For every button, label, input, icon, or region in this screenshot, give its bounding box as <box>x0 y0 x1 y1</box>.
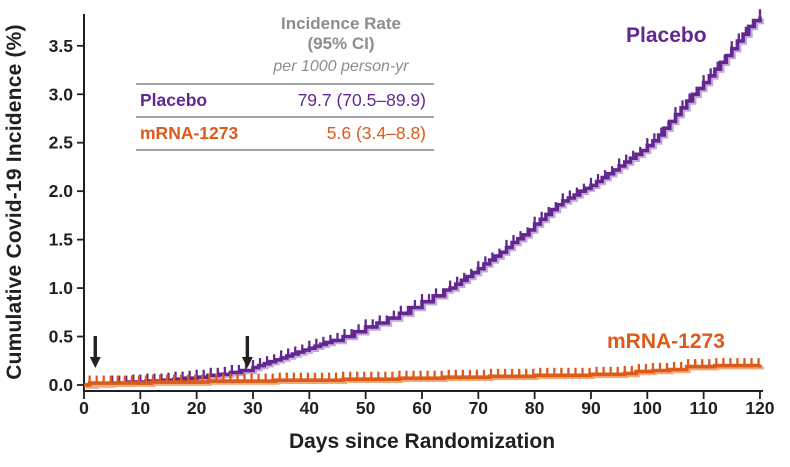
y-tick-label: 1.0 <box>49 278 74 298</box>
x-tick-label: 30 <box>243 398 263 418</box>
y-tick-label: 0.5 <box>49 327 74 347</box>
table-row-mrna-1273: mRNA-1273 5.6 (3.4–8.8) <box>136 118 434 149</box>
x-tick-label: 10 <box>131 398 151 418</box>
x-tick-label: 40 <box>300 398 320 418</box>
x-tick-label: 70 <box>469 398 489 418</box>
table-rule <box>136 149 434 151</box>
x-tick-label: 120 <box>745 398 774 418</box>
placebo-curve <box>84 16 762 387</box>
placebo-series <box>84 9 765 389</box>
dose-arrow-day-29 <box>241 336 253 368</box>
x-axis-ticks: 0 10 20 30 40 50 60 70 80 90 100 110 120 <box>79 391 775 418</box>
x-tick-label: 90 <box>581 398 601 418</box>
y-tick-label: 2.0 <box>49 181 74 201</box>
x-tick-label: 60 <box>412 398 432 418</box>
y-tick-label: 3.5 <box>49 36 74 56</box>
y-axis-title: Cumulative Covid-19 Incidence (%) <box>3 24 26 380</box>
mrna-1273-curve-halo <box>86 365 765 389</box>
placebo-curve-halo <box>86 18 765 389</box>
mrna-curve-label: mRNA-1273 <box>607 330 725 353</box>
y-axis-ticks: 0.0 0.5 1.0 1.5 2.0 2.5 3.0 3.5 <box>49 36 84 395</box>
mrna-1273-censor-ticks <box>88 358 760 385</box>
mrna-row-label: mRNA-1273 <box>140 123 239 143</box>
dose-arrow-day-2 <box>89 336 101 368</box>
table-header-units: per 1000 person-yr <box>273 58 409 75</box>
x-tick-label: 0 <box>79 398 89 418</box>
placebo-rate-value: 79.7 (70.5–89.9) <box>297 90 426 110</box>
mrna-1273-series <box>84 358 765 389</box>
mrna-rate-value: 5.6 (3.4–8.8) <box>326 123 426 143</box>
x-tick-label: 20 <box>187 398 207 418</box>
dose-arrow-head <box>89 357 101 368</box>
placebo-row-label: Placebo <box>140 90 208 110</box>
y-tick-label: 0.0 <box>49 375 74 395</box>
x-tick-label: 80 <box>525 398 545 418</box>
placebo-curve-label: Placebo <box>626 24 707 47</box>
x-tick-label: 110 <box>690 398 718 418</box>
table-header-line1: Incidence Rate <box>281 14 401 33</box>
x-tick-label: 100 <box>633 398 662 418</box>
table-rule <box>136 116 434 118</box>
y-tick-label: 2.5 <box>49 133 74 153</box>
table-header-line2: (95% CI) <box>307 34 375 53</box>
mrna-1273-curve <box>84 363 762 387</box>
y-tick-label: 3.0 <box>49 84 74 104</box>
incidence-rate-table: Incidence Rate (95% CI) per 1000 person-… <box>136 14 434 151</box>
placebo-censor-ticks <box>111 9 762 385</box>
x-axis-title: Days since Randomization <box>288 430 556 453</box>
x-tick-label: 50 <box>356 398 376 418</box>
dose-arrow-head <box>241 357 253 368</box>
y-tick-label: 1.5 <box>49 230 74 250</box>
table-rule <box>136 83 434 85</box>
table-row-placebo: Placebo 79.7 (70.5–89.9) <box>136 85 434 116</box>
